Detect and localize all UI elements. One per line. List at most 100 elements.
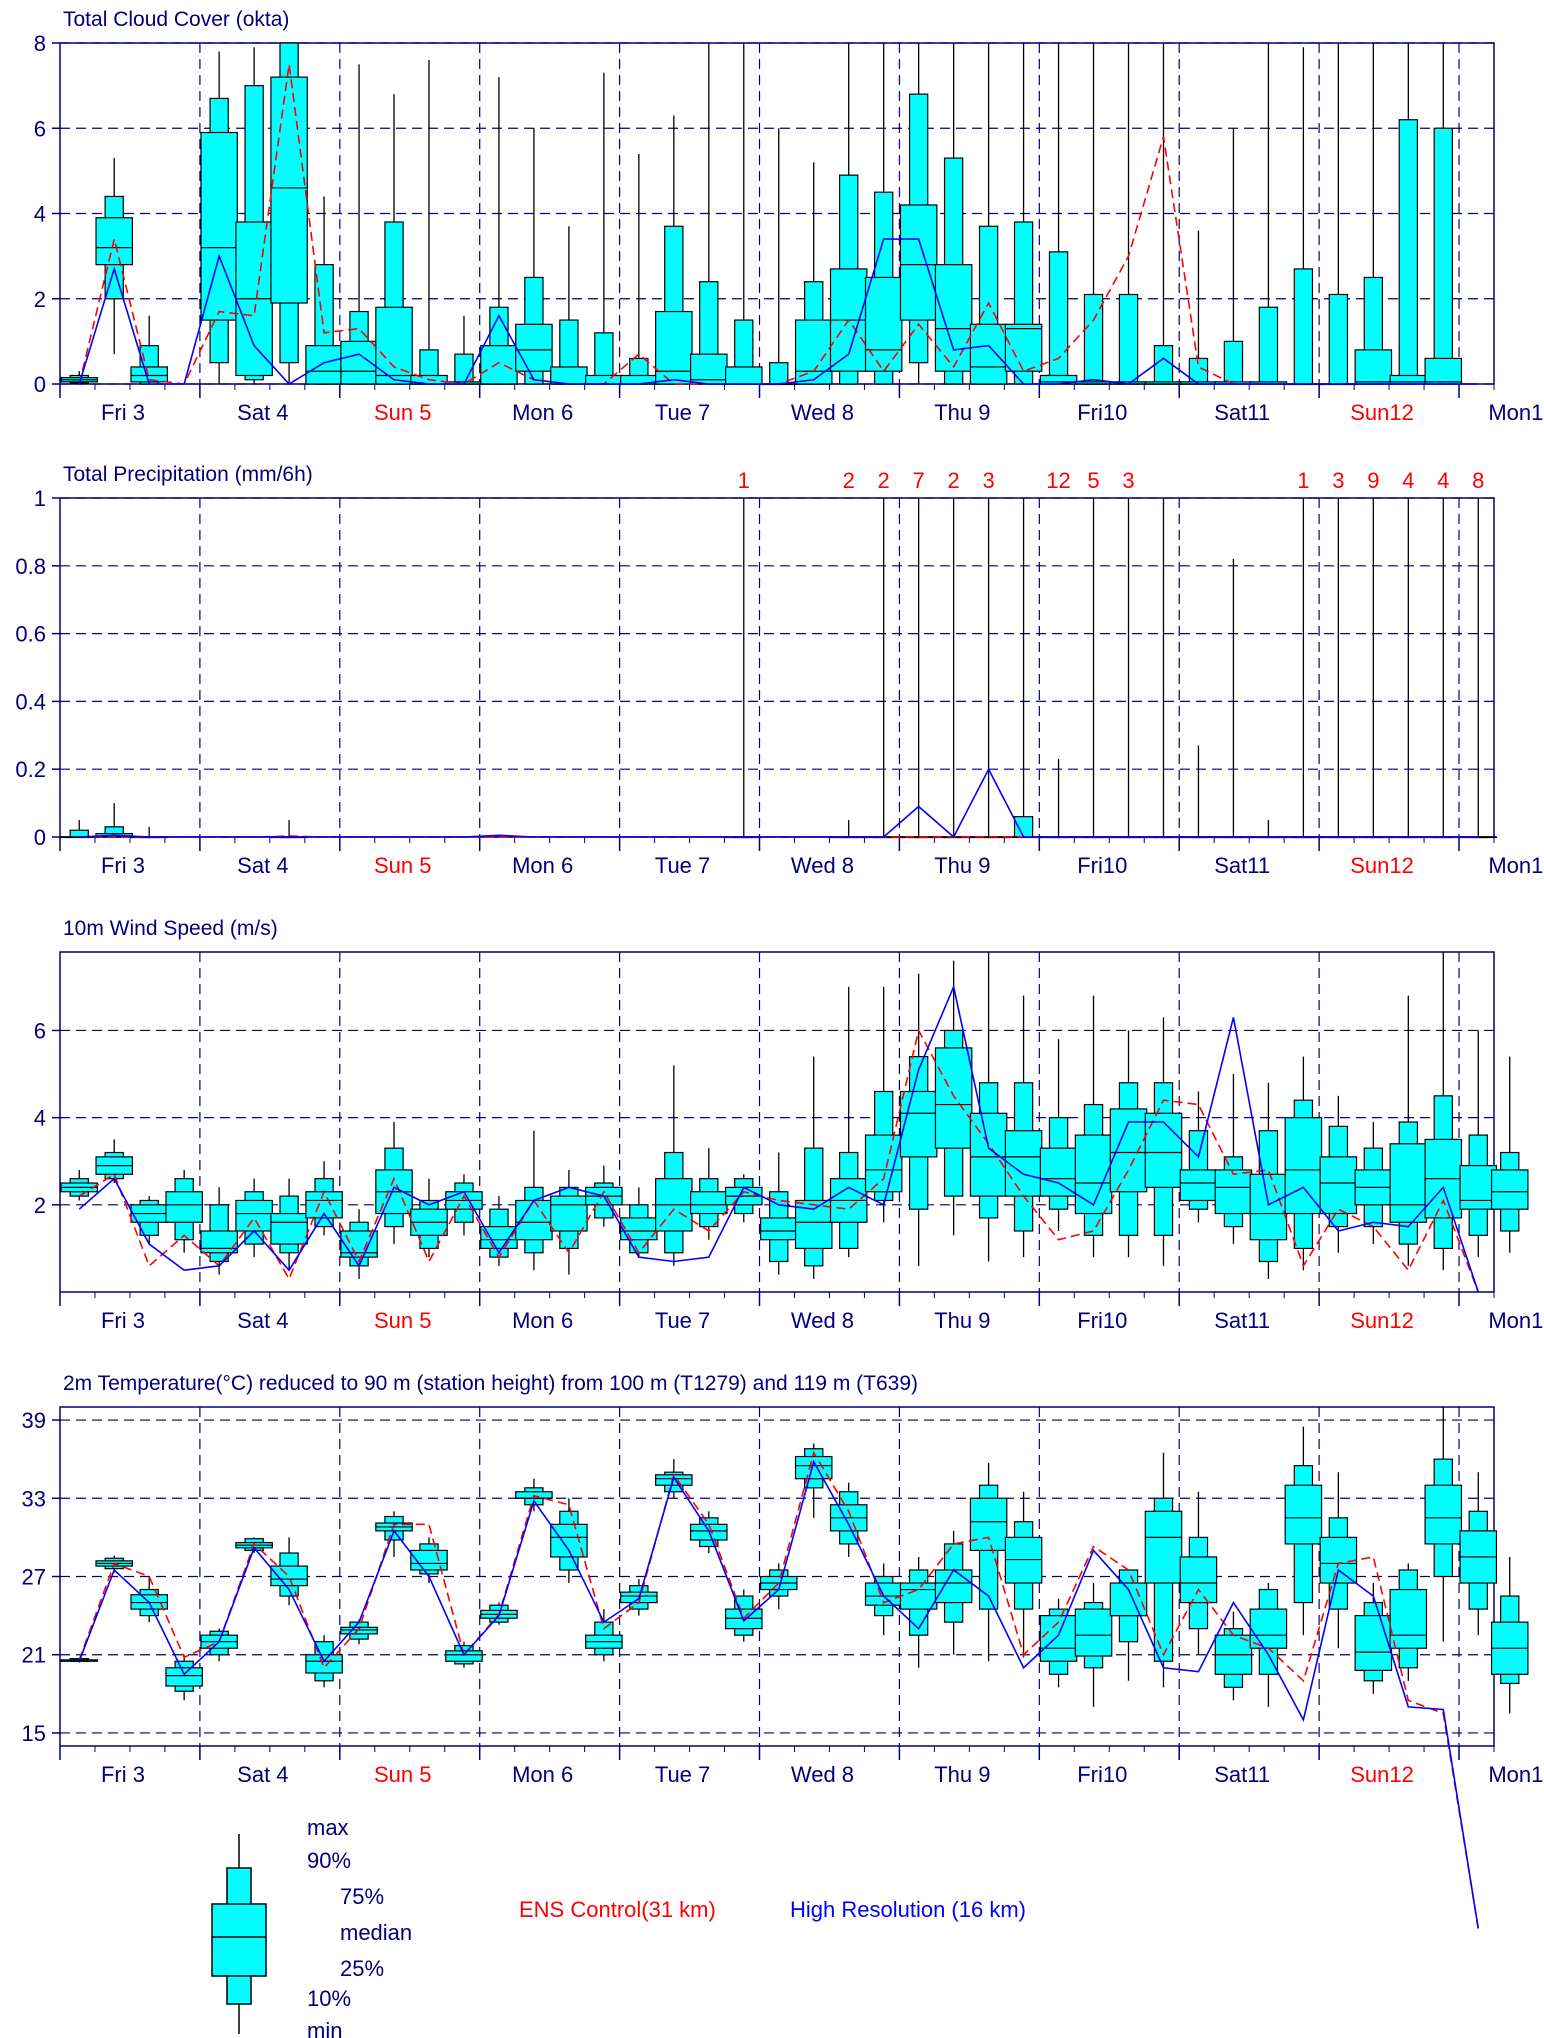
box-plot — [130, 315, 168, 385]
box-p25-p75 — [1004, 1130, 1043, 1197]
panel-1: Total Cloud Cover (okta) 0 2 4 6 8 Fri 3 Sat 4 S… — [34, 8, 1544, 425]
y-tick-label: 8 — [34, 31, 46, 56]
y-tick-label: 6 — [34, 116, 46, 141]
x-day-label: Tue 7 — [655, 1762, 710, 1787]
box-plot — [340, 1209, 378, 1279]
box-plot — [270, 1178, 308, 1271]
x-day-label: Tue 7 — [655, 400, 710, 425]
panel-title: 2m Temperature(°C) reduced to 90 m (stat… — [63, 1372, 918, 1395]
panel-3: 10m Wind Speed (m/s) 2 4 6 Fri 3 Sat 4 Sun 5 Mo… — [34, 917, 1544, 1333]
plot-frame — [59, 497, 1495, 838]
box-plot — [305, 196, 343, 385]
x-day-label: Mon13 — [1488, 1762, 1544, 1787]
box-p25-p75 — [130, 366, 168, 383]
box-p25-p75 — [759, 1217, 798, 1241]
box-p25-p75 — [864, 276, 903, 372]
max-overflow-label: 9 — [1367, 468, 1379, 493]
box-p10-p90 — [1328, 293, 1349, 385]
box-p25-p75 — [969, 1497, 1008, 1552]
max-overflow-label: 2 — [878, 468, 890, 493]
box-plot — [1039, 1039, 1078, 1231]
box-p25-p75 — [1389, 374, 1428, 385]
box-p25-p75 — [550, 366, 588, 385]
box-p25-p75 — [165, 1667, 203, 1687]
box-plot — [1284, 1426, 1323, 1636]
box-p25-p75 — [1424, 1484, 1463, 1545]
box-plot — [1109, 43, 1148, 385]
box-plot — [1179, 1091, 1218, 1223]
box-plot — [934, 498, 973, 839]
box-plot — [1004, 498, 1043, 839]
x-day-label: Thu 9 — [934, 400, 990, 425]
box-p25-p75 — [899, 1582, 938, 1610]
y-tick-label: 0.2 — [15, 757, 46, 782]
max-overflow-label: 4 — [1402, 468, 1414, 493]
x-day-label: Thu 9 — [934, 1308, 990, 1333]
box-p25-p75 — [1249, 1173, 1288, 1241]
box-plot — [934, 43, 973, 385]
box-p25-p75 — [794, 319, 833, 385]
box-plot — [655, 115, 693, 385]
box-plot — [1074, 1583, 1113, 1707]
box-plot — [445, 315, 483, 385]
box-plot — [1424, 952, 1463, 1271]
box-plot — [1424, 498, 1463, 839]
box-p25-p75 — [235, 1199, 273, 1232]
y-tick-label: 1 — [34, 486, 46, 511]
box-plot — [1109, 1030, 1148, 1258]
box-p25-p75 — [480, 345, 518, 385]
box-plot — [829, 820, 868, 839]
box-plot — [969, 498, 1008, 839]
box-plot — [1319, 1095, 1358, 1253]
x-day-label: Wed 8 — [791, 853, 854, 878]
box-p25-p75 — [1389, 1143, 1428, 1223]
max-overflow-label: 5 — [1087, 468, 1099, 493]
box-p25-p75 — [1424, 357, 1463, 385]
legend-max-label: max — [307, 1815, 349, 1840]
box-p10-p90 — [1013, 816, 1034, 838]
box-p10-p90 — [1293, 268, 1314, 385]
box-p25-p75 — [1459, 1164, 1498, 1210]
max-overflow-label: 7 — [913, 468, 925, 493]
box-plot — [1249, 1082, 1288, 1279]
box-plot — [899, 973, 938, 1266]
box-plot — [759, 1563, 798, 1610]
box-plot — [1179, 230, 1218, 385]
high-resolution-line — [79, 767, 1479, 839]
box-plot — [1354, 498, 1393, 839]
box-plot — [620, 153, 658, 385]
box-plot — [95, 803, 133, 838]
y-tick-label: 4 — [34, 202, 46, 227]
box-plot — [690, 43, 728, 385]
box-p25-p75 — [1004, 323, 1043, 372]
y-tick-label: 33 — [22, 1486, 46, 1511]
box-p10-p90 — [1153, 345, 1174, 385]
box-plot — [1424, 43, 1463, 385]
box-plot — [235, 47, 273, 384]
box-plot — [759, 1152, 798, 1275]
x-day-label: Wed 8 — [791, 1762, 854, 1787]
box-plot — [1284, 498, 1323, 839]
y-tick-label: 0 — [34, 825, 46, 850]
box-plot — [829, 986, 868, 1258]
box-plot — [375, 1122, 413, 1245]
box-p10-p90 — [1118, 293, 1139, 385]
box-plot — [410, 1178, 448, 1258]
box-p25-p75 — [1039, 1147, 1078, 1197]
box-plot — [270, 820, 308, 839]
legend-p75-label: 75% — [340, 1884, 384, 1909]
legend-high-resolution-label: High Resolution (16 km) — [790, 1897, 1026, 1922]
box-p25-p75 — [515, 323, 553, 372]
y-tick-label: 0.8 — [15, 554, 46, 579]
box-plot — [864, 43, 903, 385]
box-plot — [270, 1537, 308, 1606]
max-overflow-label: 2 — [843, 468, 855, 493]
y-tick-label: 0 — [34, 372, 46, 397]
box-plot — [1354, 1583, 1393, 1694]
box-plot — [724, 1174, 763, 1223]
box-plot — [934, 1530, 973, 1655]
box-plot — [1459, 1030, 1498, 1258]
box-p25-p75 — [1144, 1510, 1183, 1584]
box-p25-p75 — [1109, 1582, 1148, 1617]
legend-p25-label: 25% — [340, 1956, 384, 1981]
